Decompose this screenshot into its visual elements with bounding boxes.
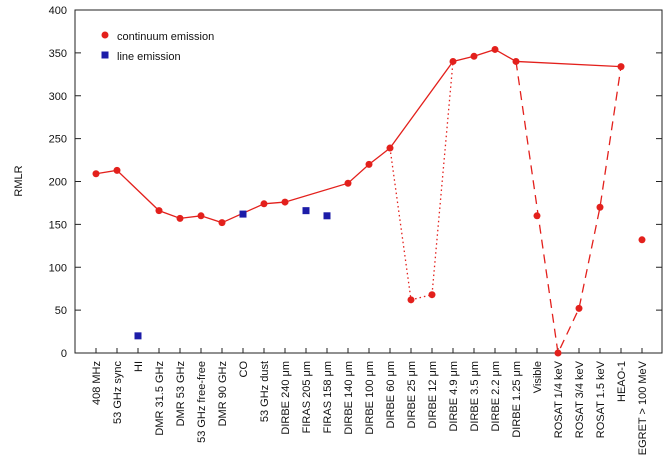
data-point	[176, 214, 184, 222]
x-tick-label: DMR 53 GHz	[175, 361, 187, 426]
solid-line	[95, 48, 622, 224]
x-tick-label: 53 GHz sync	[112, 361, 124, 424]
data-point	[344, 179, 352, 187]
data-point	[428, 291, 436, 299]
data-point	[218, 219, 226, 227]
x-tick-label: CO	[238, 361, 250, 378]
x-tick-label: DIRBE 100 μm	[364, 361, 376, 435]
x-tick-label: ROSAT 3/4 keV	[574, 360, 586, 438]
data-point	[533, 212, 541, 220]
x-tick-label: DIRBE 140 μm	[343, 361, 355, 435]
data-point	[407, 296, 415, 304]
x-tick-label: DMR 90 GHz	[217, 361, 229, 426]
x-tick-label: Visible	[532, 361, 544, 393]
data-point	[512, 57, 520, 65]
x-tick-label: ROSAT 1/4 keV	[553, 360, 565, 438]
x-tick-label: 53 GHz free-free	[196, 361, 208, 443]
dashed-line	[515, 61, 622, 356]
x-tick-label: HI	[133, 361, 145, 372]
x-tick-label: 53 GHz dust	[259, 361, 271, 422]
y-axis-label: RMLR	[13, 165, 25, 196]
data-point	[239, 210, 247, 218]
data-point	[260, 200, 268, 208]
x-tick-label: DIRBE 60 μm	[385, 361, 397, 428]
data-point	[596, 203, 604, 211]
data-point	[449, 57, 457, 65]
data-point	[617, 63, 625, 71]
data-point	[134, 332, 142, 340]
data-point	[575, 304, 583, 312]
data-point	[323, 212, 331, 220]
x-tick-label: ROSAT 1.5 keV	[595, 360, 607, 438]
x-tick-label: 408 MHz	[91, 361, 103, 405]
y-tick-label: 50	[55, 305, 67, 317]
x-tick-label: DIRBE 240 μm	[280, 361, 292, 435]
y-tick-label: 0	[61, 348, 67, 360]
legend-marker	[101, 31, 109, 39]
data-point	[281, 198, 289, 206]
y-tick-label: 100	[49, 262, 67, 274]
data-point	[386, 144, 394, 152]
legend-label: continuum emission	[117, 31, 214, 43]
data-point	[92, 170, 100, 178]
x-tick-label: DIRBE 12 μm	[427, 361, 439, 428]
y-tick-label: 200	[49, 177, 67, 189]
x-tick-label: DIRBE 4.9 μm	[448, 361, 460, 432]
dotted-line	[389, 61, 454, 301]
y-tick-label: 300	[49, 91, 67, 103]
x-tick-label: DIRBE 2.2 μm	[490, 361, 502, 432]
data-point	[302, 207, 310, 215]
x-tick-label: DMR 31.5 GHz	[154, 361, 166, 436]
data-point	[638, 236, 646, 244]
y-tick-label: 400	[49, 5, 67, 17]
y-tick-label: 250	[49, 134, 67, 146]
data-point	[113, 166, 121, 174]
x-tick-label: DIRBE 1.25 μm	[511, 361, 523, 438]
x-tick-label: HEAO-1	[616, 361, 628, 402]
x-tick-label: EGRET > 100 MeV	[637, 360, 649, 455]
data-point	[155, 207, 163, 215]
data-point	[470, 52, 478, 60]
legend-marker	[101, 51, 109, 59]
x-tick-label: DIRBE 25 μm	[406, 361, 418, 428]
data-point	[365, 160, 373, 168]
x-tick-label: DIRBE 3.5 μm	[469, 361, 481, 432]
x-tick-label: FIRAS 158 μm	[322, 361, 334, 433]
x-tick-label: FIRAS 205 μm	[301, 361, 313, 433]
data-point	[197, 212, 205, 220]
y-tick-label: 350	[49, 48, 67, 60]
data-point	[554, 349, 562, 357]
data-point	[491, 45, 499, 53]
y-tick-label: 150	[49, 219, 67, 231]
legend-label: line emission	[117, 51, 181, 63]
